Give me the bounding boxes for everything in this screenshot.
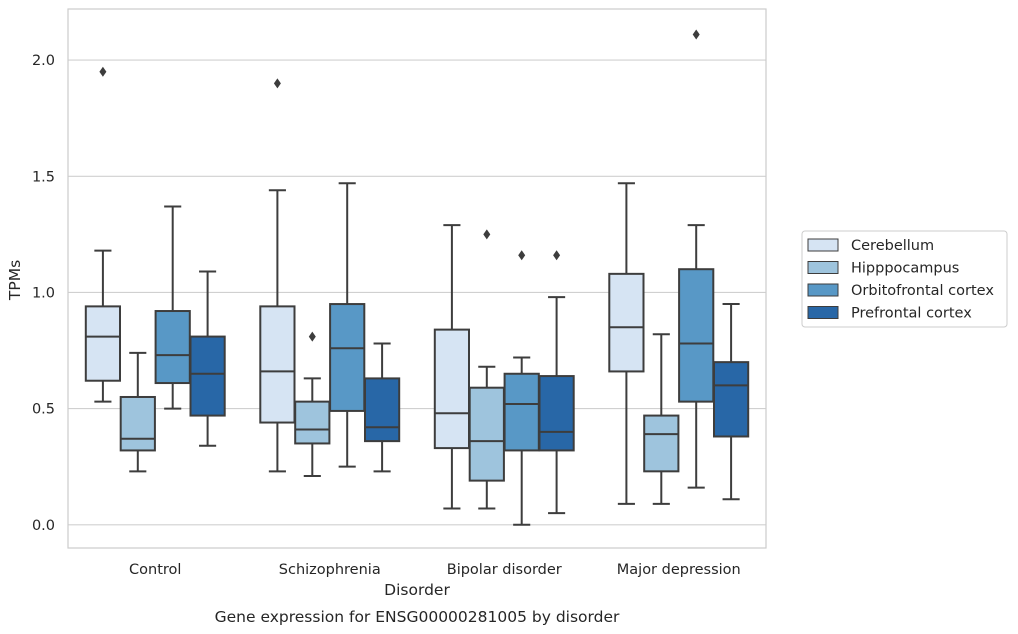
- box: [503, 250, 540, 526]
- box-iqr: [84, 305, 122, 382]
- legend: Cerebellum Hipppocampus Orbitofrontal cort…: [801, 230, 1008, 328]
- box-iqr: [154, 310, 191, 385]
- x-tick-label: Schizophrenia: [279, 562, 381, 578]
- gridlines: [68, 59, 766, 526]
- outlier-point: [692, 29, 700, 40]
- outlier-point: [99, 66, 107, 77]
- box-iqr: [119, 395, 156, 452]
- chart-caption: Gene expression for ENSG00000281005 by d…: [215, 608, 620, 626]
- box-iqr: [643, 414, 680, 473]
- y-tick-label: 1.5: [32, 169, 55, 185]
- x-tick-label: Major depression: [617, 562, 741, 578]
- box: [294, 331, 331, 477]
- box: [259, 78, 296, 473]
- box-iqr: [503, 372, 540, 452]
- plot-frame: [67, 8, 767, 549]
- box: [84, 66, 122, 403]
- box: [329, 182, 366, 468]
- outlier-point: [518, 250, 526, 261]
- outlier-point: [553, 250, 561, 261]
- y-tick-label: 2.0: [32, 53, 55, 69]
- box: [538, 250, 575, 515]
- box: [678, 29, 715, 489]
- box-iqr: [712, 361, 750, 438]
- box: [189, 270, 226, 447]
- box: [468, 229, 505, 510]
- legend-label: Cerebellum: [851, 238, 934, 254]
- box: [154, 205, 191, 410]
- x-axis-ticks: Control Schizophrenia Bipolar disorder Majo…: [129, 562, 741, 578]
- box: [433, 224, 471, 510]
- box-iqr: [294, 400, 331, 445]
- outlier-point: [273, 78, 281, 89]
- box: [119, 351, 156, 473]
- box-iqr: [678, 268, 715, 403]
- y-axis-title: TPMs: [6, 260, 24, 301]
- box-iqr: [608, 272, 645, 373]
- box: [608, 182, 645, 505]
- legend-swatch: [807, 283, 839, 297]
- y-tick-label: 1.0: [32, 285, 55, 301]
- legend-swatch: [807, 261, 839, 274]
- x-tick-label: Control: [129, 562, 181, 578]
- box-iqr: [189, 335, 226, 417]
- box-iqr: [259, 305, 296, 424]
- legend-swatch: [807, 238, 839, 252]
- legend-label: Orbitofrontal cortex: [851, 283, 994, 299]
- box: [643, 333, 680, 505]
- box-iqr: [433, 328, 471, 450]
- box-plot-series: [84, 29, 750, 526]
- box-iqr: [329, 303, 366, 412]
- legend-swatch: [807, 306, 839, 319]
- legend-label: Prefrontal cortex: [851, 306, 972, 322]
- box-iqr: [363, 377, 401, 443]
- y-tick-label: 0.0: [32, 518, 55, 534]
- outlier-point: [308, 331, 316, 342]
- box-iqr: [468, 386, 505, 482]
- legend-frame: [801, 230, 1008, 328]
- box: [712, 303, 750, 501]
- outlier-point: [483, 229, 491, 240]
- y-tick-label: 0.5: [32, 402, 55, 418]
- x-tick-label: Bipolar disorder: [447, 562, 562, 578]
- legend-label: Hipppocampus: [851, 261, 959, 277]
- x-axis-title: Disorder: [384, 581, 450, 599]
- y-axis-ticks: 0.0 0.5 1.0 1.5 2.0: [32, 53, 55, 534]
- box-iqr: [538, 375, 575, 452]
- box: [363, 342, 401, 473]
